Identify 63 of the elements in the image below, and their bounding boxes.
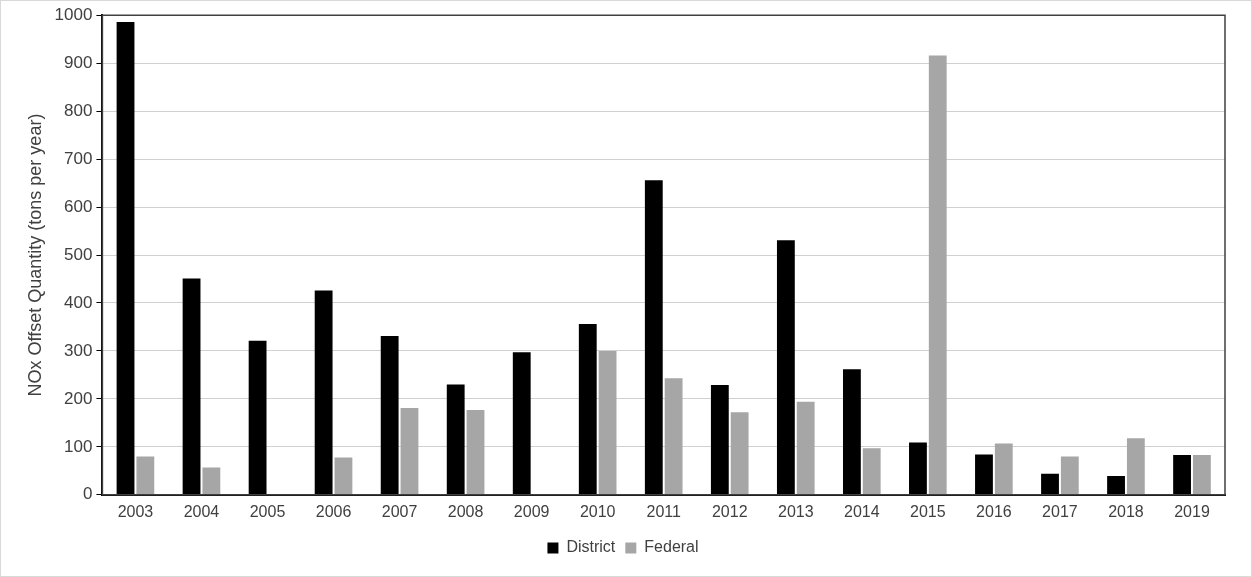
bar <box>928 55 947 495</box>
x-tick-label: 2008 <box>447 502 484 520</box>
bar <box>975 454 993 495</box>
y-tick-label: 600 <box>64 196 93 216</box>
bar <box>664 378 683 495</box>
x-tick-label: 2016 <box>976 502 1012 520</box>
y-tick-label: 100 <box>64 436 93 456</box>
x-tick-label: 2005 <box>249 502 286 520</box>
x-tick-label: 2010 <box>579 502 616 520</box>
y-axis-title: NOx Offset Quantity (tons per year) <box>24 113 45 397</box>
y-tick-label: 300 <box>64 340 93 360</box>
bar <box>182 278 201 495</box>
x-tick-label: 2017 <box>1042 502 1078 520</box>
bar <box>446 384 465 495</box>
x-tick-label: 2013 <box>777 502 814 520</box>
legend-label: Federal <box>644 538 699 556</box>
x-tick-label: 2012 <box>711 502 748 520</box>
bar <box>380 336 399 495</box>
x-tick-label: 2018 <box>1108 502 1144 520</box>
y-tick-label: 800 <box>64 100 93 120</box>
bar <box>334 457 353 495</box>
bar <box>400 407 419 495</box>
x-tick-label: 2015 <box>910 502 946 520</box>
legend-label: District <box>566 538 616 556</box>
y-tick-label: 500 <box>64 244 93 264</box>
bar <box>710 384 729 495</box>
bar <box>136 456 155 495</box>
bar <box>116 21 135 495</box>
bar <box>909 442 927 495</box>
x-tick-label: 2009 <box>513 502 550 520</box>
bar <box>994 443 1013 495</box>
x-tick-label: 2007 <box>381 502 418 520</box>
bar <box>598 350 617 495</box>
bar <box>644 180 663 495</box>
y-tick-label: 700 <box>64 148 93 168</box>
bar <box>1192 454 1211 495</box>
x-tick-label: 2003 <box>117 502 154 520</box>
bar <box>466 409 485 495</box>
bar <box>512 352 531 495</box>
x-tick-label: 2019 <box>1174 502 1210 520</box>
bar <box>862 448 881 495</box>
bar <box>1173 454 1191 495</box>
bar <box>202 467 221 495</box>
bar <box>730 412 749 495</box>
bar <box>578 324 597 495</box>
y-tick-label: 200 <box>64 388 93 408</box>
bar <box>1060 456 1079 495</box>
y-tick-label: 1000 <box>54 4 93 24</box>
y-tick-label: 900 <box>64 52 93 72</box>
bar <box>314 290 333 495</box>
x-tick-label: 2011 <box>646 502 682 520</box>
x-tick-label: 2014 <box>844 502 880 520</box>
y-tick-label: 400 <box>64 292 93 312</box>
bar <box>1126 438 1145 495</box>
x-tick-label: 2004 <box>183 502 220 520</box>
y-tick-label: 0 <box>82 484 93 504</box>
bar <box>842 369 861 495</box>
bar <box>248 340 267 495</box>
bar <box>776 240 795 495</box>
bar <box>796 401 815 495</box>
x-tick-label: 2006 <box>315 502 352 520</box>
bar <box>1041 473 1059 495</box>
bar <box>1107 476 1125 495</box>
